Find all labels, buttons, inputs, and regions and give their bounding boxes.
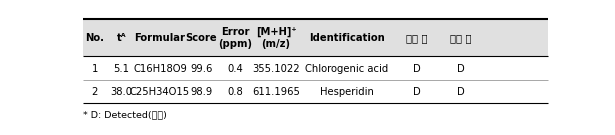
Text: 38.0: 38.0 — [110, 87, 132, 97]
Text: 발효 후: 발효 후 — [450, 33, 472, 43]
Bar — [82, 19, 548, 56]
Text: No.: No. — [85, 33, 104, 43]
Text: 0.4: 0.4 — [228, 64, 244, 74]
Text: 355.1022: 355.1022 — [252, 64, 300, 74]
Text: D: D — [413, 64, 421, 74]
Text: [M+H]⁺
(m/z): [M+H]⁺ (m/z) — [256, 27, 296, 49]
Text: 발효 전: 발효 전 — [406, 33, 427, 43]
Text: C16H18O9: C16H18O9 — [133, 64, 187, 74]
Text: D: D — [413, 87, 421, 97]
Text: 98.9: 98.9 — [190, 87, 212, 97]
Text: * D: Detected(검출): * D: Detected(검출) — [82, 111, 167, 119]
Text: tᴬ: tᴬ — [116, 33, 126, 43]
Text: 5.1: 5.1 — [113, 64, 129, 74]
Text: 99.6: 99.6 — [190, 64, 212, 74]
Text: 2: 2 — [92, 87, 98, 97]
Text: 0.8: 0.8 — [228, 87, 244, 97]
Text: Error
(ppm): Error (ppm) — [218, 27, 252, 49]
Text: Score: Score — [185, 33, 217, 43]
Text: Formular: Formular — [135, 33, 186, 43]
Text: C25H34O15: C25H34O15 — [130, 87, 190, 97]
Text: D: D — [457, 87, 465, 97]
Text: Identification: Identification — [309, 33, 385, 43]
Text: Hesperidin: Hesperidin — [320, 87, 374, 97]
Text: 611.1965: 611.1965 — [252, 87, 300, 97]
Text: D: D — [457, 64, 465, 74]
Text: Chlorogenic acid: Chlorogenic acid — [306, 64, 389, 74]
Text: 1: 1 — [92, 64, 98, 74]
